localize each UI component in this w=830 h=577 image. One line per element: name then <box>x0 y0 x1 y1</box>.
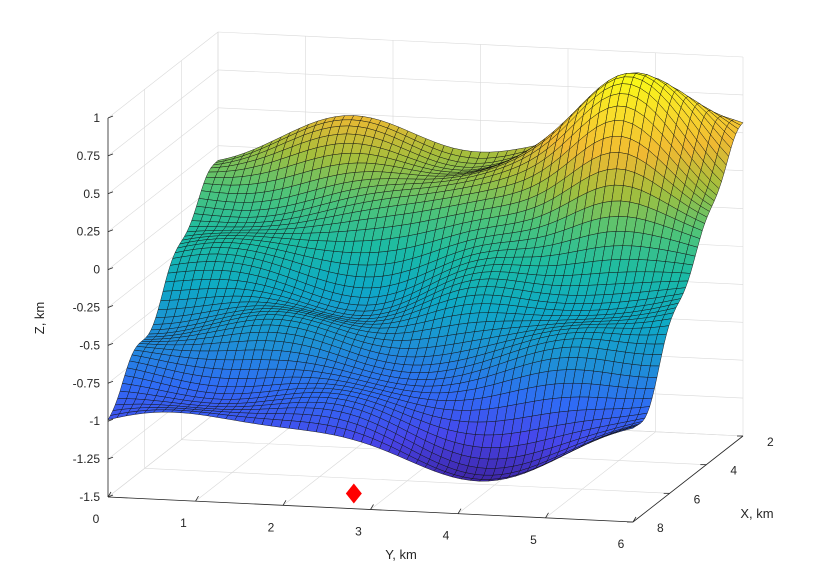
z-tick <box>107 115 114 119</box>
z-tick <box>107 418 114 422</box>
z-tick-label: 0.75 <box>77 149 101 163</box>
z-tick-label: -1 <box>89 414 100 428</box>
y-tick-label: 3 <box>355 525 362 539</box>
y-tick <box>457 508 462 514</box>
y-tick-label: 6 <box>618 537 625 551</box>
marker-layer <box>345 483 362 504</box>
x-tick-label: 2 <box>767 435 774 449</box>
y-tick-label: 4 <box>443 529 450 543</box>
y-tick <box>370 504 374 510</box>
x-axis-label: X, km <box>740 506 773 521</box>
z-tick-label: 0.25 <box>77 225 101 239</box>
z-tick-label: -0.75 <box>73 376 101 390</box>
y-tick <box>545 512 549 519</box>
y-tick <box>107 491 112 498</box>
z-tick <box>107 153 114 157</box>
surface-cell <box>623 426 636 431</box>
z-tick-label: -0.25 <box>73 301 101 315</box>
z-tick <box>107 229 114 233</box>
z-axis-label: Z, km <box>32 302 47 335</box>
z-tick <box>107 267 114 270</box>
z-tick <box>107 343 114 346</box>
z-tick <box>107 380 114 384</box>
z-tick <box>107 191 114 195</box>
y-tick <box>282 500 287 506</box>
y-tick <box>195 495 199 502</box>
x-tick-label: 8 <box>657 521 664 535</box>
y-tick-label: 0 <box>93 512 100 526</box>
z-tick-label: -1.5 <box>79 490 100 504</box>
z-tick-label: -1.25 <box>73 452 101 466</box>
y-tick-label: 1 <box>180 516 187 530</box>
axes: -1.5 -1.25 -1 -0.75 -0.5 -0.25 0 0.25 0.5 0.75 1 0 1… <box>73 111 774 551</box>
z-tick-label: 0.5 <box>83 187 100 201</box>
z-tick <box>107 456 114 460</box>
z-tick-label: -0.5 <box>79 338 100 352</box>
z-tick-label: 0 <box>93 263 100 277</box>
y-tick-label: 5 <box>530 533 537 547</box>
x-tick-label: 4 <box>730 464 737 478</box>
y-axis-label: Y, km <box>385 547 417 562</box>
x-tick-label: 6 <box>694 492 701 506</box>
red-diamond-marker <box>345 483 362 504</box>
surface-mesh <box>107 72 744 482</box>
z-tick-label: 1 <box>93 111 100 125</box>
z-tick <box>107 305 114 308</box>
y-tick-label: 2 <box>268 520 275 534</box>
